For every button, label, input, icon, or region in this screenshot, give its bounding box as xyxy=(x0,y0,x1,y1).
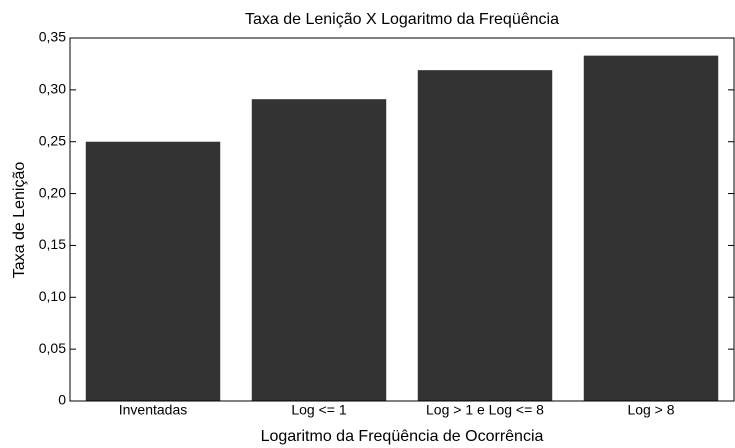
bar xyxy=(85,141,221,401)
y-axis-label: Taxa de Lenição xyxy=(11,162,28,279)
x-tick-label: Log <= 1 xyxy=(291,402,346,418)
y-tick-label: 0 xyxy=(58,392,66,408)
x-tick-label: Log > 1 e Log <= 8 xyxy=(426,402,544,418)
y-tick-label: 0,10 xyxy=(39,288,66,304)
bar xyxy=(251,99,387,401)
y-tick-label: 0,05 xyxy=(39,340,66,356)
x-axis-label: Logaritmo da Freqüência de Ocorrência xyxy=(261,428,544,445)
plot-frame xyxy=(69,37,735,402)
y-tick-label: 0,35 xyxy=(39,29,66,45)
y-tick-label: 0,25 xyxy=(39,132,66,148)
x-tick-label: Inventadas xyxy=(119,402,188,418)
x-tick-label: Log > 8 xyxy=(627,402,674,418)
chart-title: Taxa de Lenição X Logaritmo da Freqüênci… xyxy=(245,11,559,28)
y-tick-label: 0,30 xyxy=(39,81,66,97)
y-tick-label: 0,15 xyxy=(39,236,66,252)
bar xyxy=(583,55,719,401)
y-tick-label: 0,20 xyxy=(39,184,66,200)
bar xyxy=(417,70,553,401)
